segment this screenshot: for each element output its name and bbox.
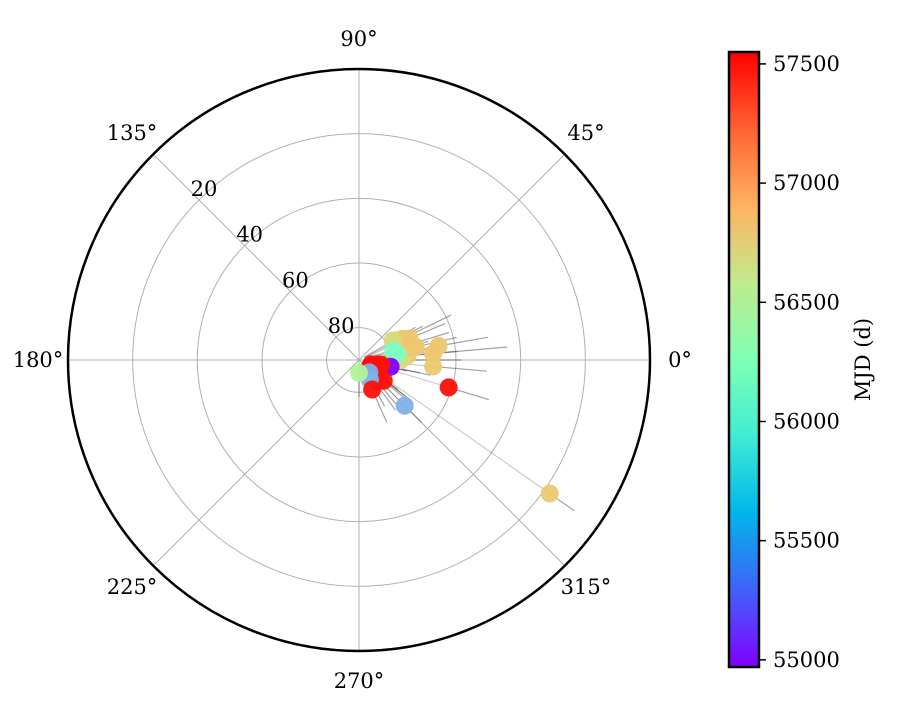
angular-tick-labels: 0° 45° 90° 135° 180° 225° 270° 315° [13, 27, 692, 693]
radial-tick-label: 40 [236, 223, 263, 247]
colorbar-tick-label: 57500 [773, 52, 840, 76]
data-point [363, 380, 382, 399]
angular-gridline [358, 359, 566, 567]
data-point [350, 363, 368, 382]
colorbar-tick-label: 57000 [773, 171, 840, 195]
angular-gridline [152, 359, 360, 567]
radial-tick-label: 20 [191, 177, 218, 201]
error-bar [363, 363, 550, 494]
data-point [424, 357, 443, 376]
angular-gridline [152, 153, 360, 361]
radial-tick-labels: 80 60 40 20 [191, 177, 355, 338]
angular-tick-label: 270° [334, 669, 385, 693]
colorbar-tick-label: 56500 [773, 290, 840, 314]
angular-tick-label: 135° [107, 121, 158, 145]
angular-gridline [358, 153, 566, 361]
colorbar: 55000 55500 56000 56500 57000 57500 MJD (d) [727, 50, 875, 672]
data-point [395, 396, 414, 415]
colorbar-tick-label: 56000 [773, 409, 840, 433]
angular-tick-label: 45° [567, 121, 604, 145]
colorbar-ticks: 55000 55500 56000 56500 57000 57500 [759, 52, 840, 672]
colorbar-label: MJD (d) [851, 318, 875, 401]
angular-tick-label: 90° [340, 27, 377, 51]
data-points [350, 329, 559, 503]
colorbar-gradient [727, 50, 761, 669]
colorbar-tick-label: 55000 [773, 648, 840, 672]
data-point [540, 484, 559, 503]
radial-tick-label: 60 [282, 268, 309, 292]
data-point [429, 336, 448, 355]
polar-frame [66, 67, 652, 653]
angular-tick-label: 0° [668, 348, 692, 372]
polar-grid [68, 69, 650, 651]
angular-tick-label: 180° [13, 348, 64, 372]
colorbar-tick-label: 55500 [773, 529, 840, 553]
radial-tick-label: 80 [328, 314, 355, 338]
angular-tick-label: 225° [107, 575, 158, 599]
angular-tick-label: 315° [561, 575, 612, 599]
data-point [439, 378, 458, 397]
